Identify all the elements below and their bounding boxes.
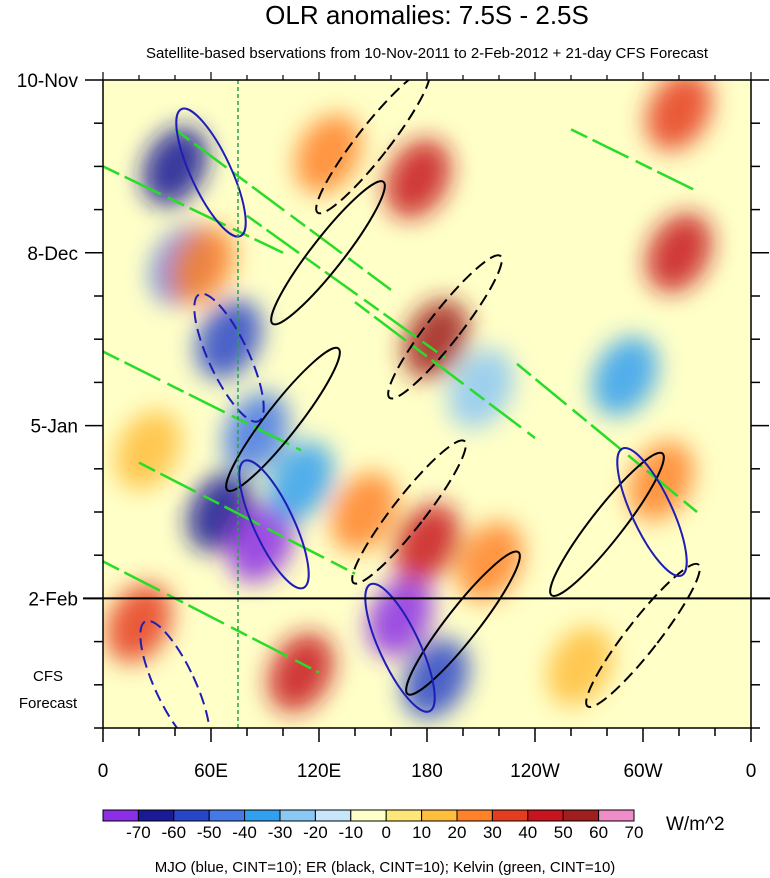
er-contour: [225, 346, 341, 493]
x-tick-label: 60E: [194, 761, 228, 782]
colorbar-label: 50: [554, 823, 573, 842]
mjo-contour: [616, 446, 688, 578]
x-tick-label: 60W: [623, 761, 662, 782]
colorbar-swatch: [562, 809, 600, 822]
colorbar-swatch: [173, 809, 210, 822]
olr-anomaly-blob: [267, 632, 335, 713]
colorbar-unit: W/m^2: [666, 814, 725, 835]
olr-anomaly-blob: [402, 299, 470, 379]
plot-area: [103, 80, 751, 728]
kelvin-contour: [516, 362, 698, 513]
colorbar-label: -40: [232, 823, 257, 842]
colorbar-swatch: [208, 809, 246, 822]
kelvin-contour: [354, 301, 536, 439]
colorbar-label: 70: [625, 823, 644, 842]
colorbar-swatch: [385, 809, 423, 822]
colorbar-swatch: [314, 809, 352, 822]
colorbar-swatch: [421, 809, 458, 822]
colorbar-label: -50: [197, 823, 222, 842]
y-axis: 10-Nov 8-Dec 5-Jan 2-Feb: [17, 71, 769, 729]
x-tick-label: 120E: [297, 761, 341, 782]
colorbar-swatch: [598, 809, 635, 822]
er-contour: [585, 562, 701, 709]
forecast-label-line2: Forecast: [19, 695, 78, 712]
chart-subtitle: Satellite-based bservations from 10-Nov-…: [146, 45, 709, 62]
colorbar-swatch: [137, 809, 175, 822]
forecast-label-line1: CFS: [33, 668, 63, 685]
er-contour: [315, 80, 431, 215]
y-tick-label: 5-Jan: [30, 417, 78, 438]
er-contour: [405, 550, 521, 696]
colorbar-label: -70: [126, 823, 151, 842]
mjo-contour: [238, 459, 310, 590]
er-contour: [351, 439, 467, 585]
olr-anomaly-blob: [546, 626, 614, 706]
er-contour: [270, 180, 386, 326]
colorbar-swatch: [279, 809, 316, 822]
olr-anomaly-blob: [195, 299, 263, 379]
olr-anomaly-blob: [591, 336, 659, 416]
olr-anomaly-blob: [330, 472, 398, 552]
chart-title: OLR anomalies: 7.5S - 2.5S: [265, 0, 589, 30]
mjo-contour: [175, 107, 247, 238]
y-tick-label: 2-Feb: [28, 589, 78, 610]
colorbar-label: 10: [412, 823, 431, 842]
x-tick-label: 0: [98, 761, 109, 782]
olr-anomaly-blob: [294, 114, 362, 194]
y-tick-label: 10-Nov: [17, 71, 79, 92]
olr-anomaly-blob: [645, 80, 713, 151]
colorbar-label: -10: [339, 823, 364, 842]
colorbar-label: -30: [268, 823, 293, 842]
mjo-contour: [364, 582, 436, 713]
olr-anomaly-blob: [105, 583, 173, 663]
olr-anomaly-blob: [141, 126, 209, 207]
contour-legend: MJO (blue, CINT=10); ER (black, CINT=10)…: [155, 859, 616, 876]
olr-anomaly-blob: [645, 213, 713, 293]
colorbar-label: 40: [518, 823, 537, 842]
olr-field-layer: [105, 80, 713, 719]
olr-anomaly-blob: [393, 503, 461, 583]
colorbar-label: 0: [381, 823, 390, 842]
colorbar-swatch: [527, 809, 564, 822]
colorbar-label: -20: [303, 823, 328, 842]
kelvin-contour: [103, 560, 320, 674]
mjo-contour: [139, 619, 211, 728]
colorbar-swatch: [244, 809, 281, 822]
kelvin-contour: [103, 165, 284, 254]
colorbar-label: -60: [162, 823, 187, 842]
olr-anomaly-blob: [114, 410, 182, 490]
colorbar-label: 60: [589, 823, 608, 842]
kelvin-contour: [103, 350, 302, 452]
er-contour: [549, 451, 665, 597]
x-tick-label: 120W: [510, 761, 560, 782]
er-contour: [387, 254, 503, 400]
x-tick-label: 0: [746, 761, 757, 782]
colorbar: -70 -60 -50 -40 -30 -20 -10 0 10 20 30 40 50 60 70: [102, 809, 644, 842]
colorbar-swatch: [491, 809, 529, 822]
colorbar-label: 20: [448, 823, 467, 842]
x-axis: 0 60E 120E 180 120W 60W 0: [98, 72, 757, 782]
x-tick-label: 180: [411, 761, 443, 782]
mjo-contour: [193, 292, 265, 423]
kelvin-contour: [246, 214, 446, 359]
kelvin-contour: [138, 461, 356, 575]
y-tick-label: 8-Dec: [27, 244, 78, 265]
colorbar-swatch: [350, 809, 387, 822]
colorbar-label: 30: [483, 823, 502, 842]
olr-anomaly-blob: [168, 225, 236, 305]
wave-contour-layer: [103, 80, 701, 728]
kelvin-contour: [570, 128, 698, 193]
colorbar-swatch: [456, 809, 493, 822]
olr-anomaly-blob: [456, 521, 524, 602]
olr-anomaly-blob: [384, 139, 452, 219]
colorbar-swatch: [102, 809, 139, 822]
kelvin-contour: [174, 128, 392, 291]
